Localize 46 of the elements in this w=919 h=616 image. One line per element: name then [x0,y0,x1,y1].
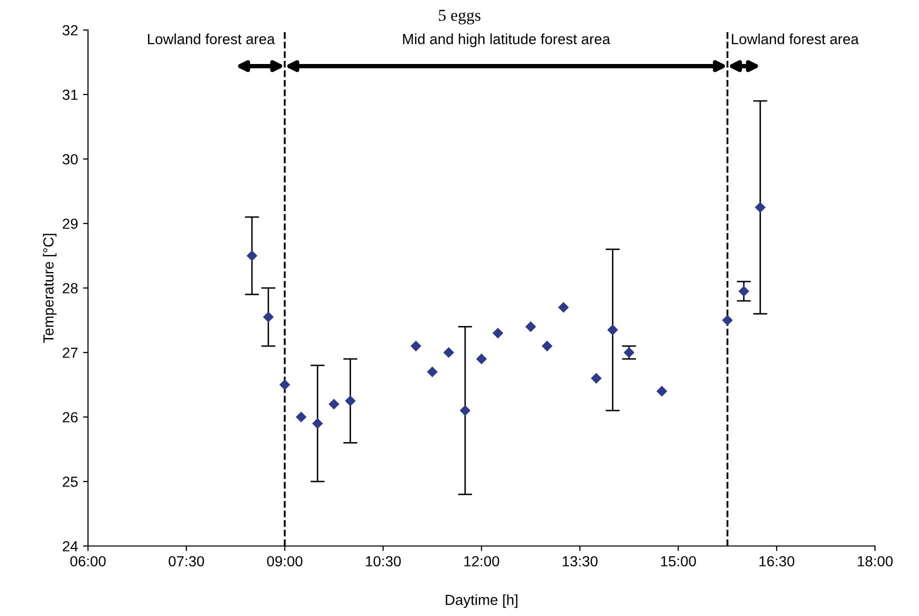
x-tick-label: 07:30 [168,556,204,566]
point [345,396,356,406]
point [296,412,306,422]
point [410,340,422,352]
y-tick-label: 26 [62,412,78,422]
x-tick-label: 18:00 [858,556,893,566]
point [526,322,536,332]
point [280,380,290,390]
point [591,373,602,384]
point [328,398,340,410]
x-tick-label: 12:00 [464,556,500,566]
x-tick-label: 10:30 [366,556,401,566]
point [738,286,749,296]
y-tick-label: 29 [62,218,78,229]
point [608,324,618,336]
point [476,354,487,364]
point [460,405,470,416]
chart-title: 5 eggs [438,10,480,24]
x-tick-label: 16:30 [759,556,794,566]
y-tick-label: 28 [62,283,78,294]
annotation: Lowland forest area [148,34,275,44]
point [246,250,258,261]
y-tick-label: 32 [62,25,78,36]
point [558,302,569,312]
point [656,386,667,396]
x-tick-label: 06:00 [70,556,106,566]
y-axis-title: Temperature [°C] [42,234,57,343]
point [722,315,733,326]
point [427,366,438,377]
y-tick-label: 31 [62,90,78,100]
x-tick-label: 13:30 [562,556,598,566]
x-tick-label: 15:00 [661,556,696,566]
point [492,328,504,338]
y-tick-label: 30 [62,154,78,164]
x-tick-label: 09:00 [267,556,302,566]
point [312,418,323,429]
annotation: Lowland forest area [732,34,859,44]
y-tick-label: 27 [62,348,78,358]
y-tick-label: 25 [62,476,78,487]
annotation: Mid and high latitude forest area [403,34,610,48]
x-axis-title: Daytime [h] [446,594,518,608]
point [755,202,766,212]
point [263,312,274,322]
point [542,340,552,352]
y-tick-label: 24 [62,541,78,552]
point [444,347,454,358]
